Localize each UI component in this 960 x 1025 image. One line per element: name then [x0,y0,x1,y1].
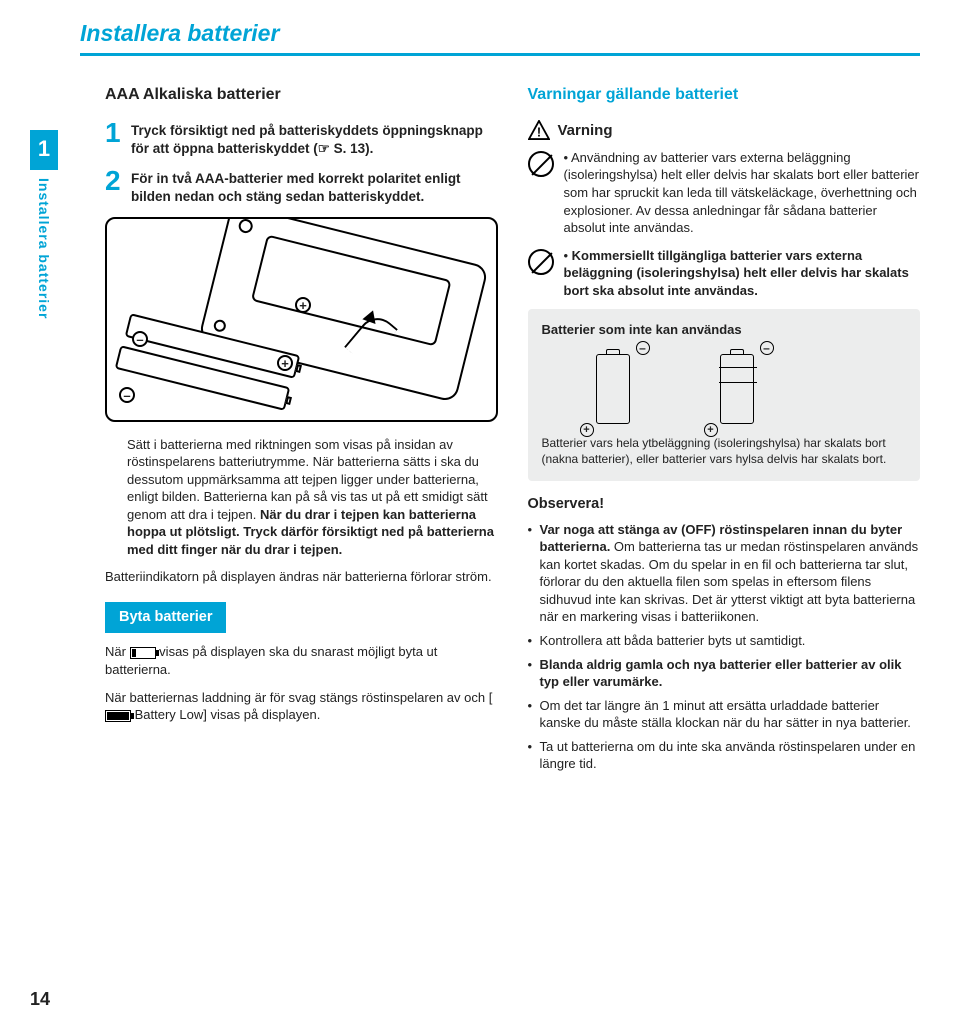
left-paragraph-2: Batteriindikatorn på displayen ändras nä… [105,568,498,586]
replace-text-2: När batteriernas laddning är för svag st… [105,689,498,724]
note-3: Blanda aldrig gamla och nya batterier el… [528,656,921,691]
note-4: Om det tar längre än 1 minut att ersätta… [528,697,921,732]
chapter-number: 1 [30,130,58,170]
right-section-title: Varningar gällande batteriet [528,84,921,106]
note-1: Var noga att stänga av (OFF) röstinspela… [528,521,921,626]
battery-full-icon [105,710,131,722]
step-2-number: 2 [105,168,125,206]
prohibit-icon [528,249,554,275]
warning-heading-row: ! Varning [528,120,921,141]
battery-illustration: + – + – [105,217,498,422]
unusable-batteries-box: Batterier som inte kan användas –+ –+ Ba… [528,309,921,481]
note-2: Kontrollera att båda batterier byts ut s… [528,632,921,650]
unusable-box-title: Batterier som inte kan användas [542,321,907,339]
step-2: 2 För in två AAA-batterier med korrekt p… [105,168,498,206]
warning-heading: Varning [558,120,613,141]
bare-battery-icon: –+ [590,349,638,427]
page-title: Installera batterier [80,18,920,49]
notes-list: Var noga att stänga av (OFF) röstinspela… [528,521,921,773]
replace-batteries-heading: Byta batterier [105,602,226,634]
observe-heading: Observera! [528,495,921,515]
step-1-number: 1 [105,120,125,158]
warning-1-text: • Användning av batterier vars externa b… [564,149,921,237]
step-2-text: För in två AAA-batterier med korrekt pol… [131,168,498,206]
warning-triangle-icon: ! [528,120,550,140]
unusable-battery-illustrations: –+ –+ [582,349,907,427]
svg-text:!: ! [536,124,540,139]
unusable-box-caption: Batterier vars hela ytbeläggning (isoler… [542,435,907,467]
chapter-label: Installera batterier [30,170,57,327]
step-1-text: Tryck försiktigt ned på batteriskyddets … [131,120,498,158]
left-paragraph-1: Sätt i batterierna med riktningen som vi… [127,436,498,559]
header-rule [80,53,920,56]
warning-item-1: • Användning av batterier vars externa b… [528,149,921,237]
partially-stripped-battery-icon: –+ [714,349,762,427]
left-section-title: AAA Alkaliska batterier [105,84,498,106]
warning-2-text: • Kommersiellt tillgängliga batterier va… [564,247,921,300]
left-column: AAA Alkaliska batterier 1 Tryck försikti… [105,84,498,779]
step-1: 1 Tryck försiktigt ned på batteriskyddet… [105,120,498,158]
prohibit-icon [528,151,554,177]
right-column: Varningar gällande batteriet ! Varning •… [528,84,921,779]
chapter-tab: 1 Installera batterier [30,130,58,327]
warning-item-2: • Kommersiellt tillgängliga batterier va… [528,247,921,300]
page-number: 14 [30,987,50,1011]
battery-low-icon [130,647,156,659]
note-5: Ta ut batterierna om du inte ska använda… [528,738,921,773]
replace-text-1: När visas på displayen ska du snarast mö… [105,643,498,678]
